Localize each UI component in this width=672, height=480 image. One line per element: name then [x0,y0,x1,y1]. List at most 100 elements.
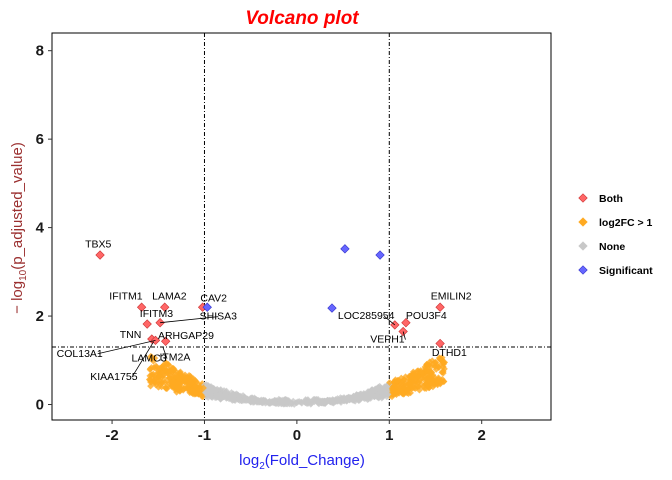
gene-label: IFITM3 [140,308,173,320]
legend-key [578,193,588,203]
point-none [377,388,385,396]
point-none [256,397,263,405]
point-none [243,395,251,403]
legend-label: None [599,241,625,253]
gene-label: CAV2 [200,292,227,304]
point-none [213,393,221,401]
label-connector [131,341,154,378]
gene-label: ARHGAP29 [158,330,214,342]
label-connector [383,315,396,326]
point-none [272,400,280,407]
point-log2fc [166,362,173,370]
point-none [239,392,247,399]
gene-label: LOC285954 [338,310,395,322]
label-connector [402,331,406,340]
point-log2fc [432,359,440,366]
point-log2fc [174,383,182,391]
point-log2fc [200,384,207,392]
x-tick-label: 1 [385,427,393,444]
point-significant [202,302,212,312]
gene-label: LAMA2 [152,290,187,302]
gene-label: IFITM1 [109,290,142,302]
label-connector [97,339,156,355]
gene-label: TBX5 [85,239,111,251]
point-none [217,386,225,393]
label-connector [162,346,168,359]
y-tick-label: 8 [36,43,44,60]
gene-label: LAMC3 [132,353,167,365]
point-none [321,399,329,407]
y-tick-label: 2 [36,308,44,325]
svg-text:log2(Fold_Change): log2(Fold_Change) [239,452,365,472]
label-connector [160,316,219,324]
gene-label: POU3F4 [406,310,447,322]
point-log2fc [191,382,199,390]
point-both [435,302,445,312]
point-none [220,393,228,401]
legend-label: Significant [599,265,653,277]
point-both [142,319,152,329]
gene-label: EMILIN2 [431,290,472,302]
point-log2fc [431,374,439,382]
point-none [384,391,392,398]
gene-label: SHISA3 [200,311,238,323]
legend-label: log2FC > 1 [599,217,653,229]
point-none [347,395,355,403]
point-log2fc [172,371,179,378]
point-log2fc [161,375,168,383]
point-log2fc [418,368,425,376]
x-tick-label: -1 [198,427,211,444]
y-axis-title: − log10(p_adjusted_value) [9,142,29,314]
point-significant [375,250,385,260]
point-log2fc [173,388,180,396]
point-log2fc [429,383,437,391]
point-none [205,389,213,397]
point-log2fc [162,366,170,374]
y-tick-label: 4 [36,220,45,237]
y-axis: 0 2 4 6 8 [36,43,52,414]
y-tick-label: 6 [36,131,44,148]
point-both [160,302,170,312]
point-log2fc [394,383,401,390]
legend-label: Both [599,193,623,205]
point-log2fc [148,364,155,371]
legend-key [578,241,588,251]
plot-frame [51,32,552,421]
point-log2fc [169,378,177,386]
gene-label: KIAA1755 [90,371,137,383]
legend-key [578,217,588,227]
point-significant [327,303,337,313]
x-axis-title: log2(Fold_Change) [239,452,365,472]
point-none [231,392,238,399]
x-tick-label: 2 [478,427,486,444]
point-both [435,338,445,349]
point-log2fc [166,374,174,382]
gene-labels: TBX5 IFITM1 LAMA2 CAV2 SHISA3 IFITM3 TNN COL13A… [57,239,472,384]
point-log2fc [426,367,434,375]
svg-text:− log10(p_adjusted_value): − log10(p_adjusted_value) [9,142,29,314]
point-both [136,302,147,312]
point-log2fc [188,387,196,395]
y-tick-label: 0 [36,397,44,414]
legend: Both log2FC > 1 None Significant [578,193,653,277]
plot-area: TBX5 IFITM1 LAMA2 CAV2 SHISA3 IFITM3 TNN COL13A… [51,32,552,421]
point-both [401,318,411,328]
point-log2fc [426,374,433,382]
point-none [278,398,285,406]
point-log2fc [198,391,205,399]
point-log2fc [155,372,163,379]
point-none [381,383,388,391]
gene-label: ITM2A [159,351,190,363]
point-none [371,385,379,393]
gene-label: VEPH1 [370,334,405,346]
point-none [359,391,367,399]
point-log2fc [423,361,431,368]
gene-label: COL13A1 [57,348,103,360]
point-significant [340,244,350,254]
point-none [329,396,337,404]
point-log2fc [432,365,440,373]
background-points [145,353,449,408]
point-none [207,384,215,391]
point-both [95,250,105,260]
